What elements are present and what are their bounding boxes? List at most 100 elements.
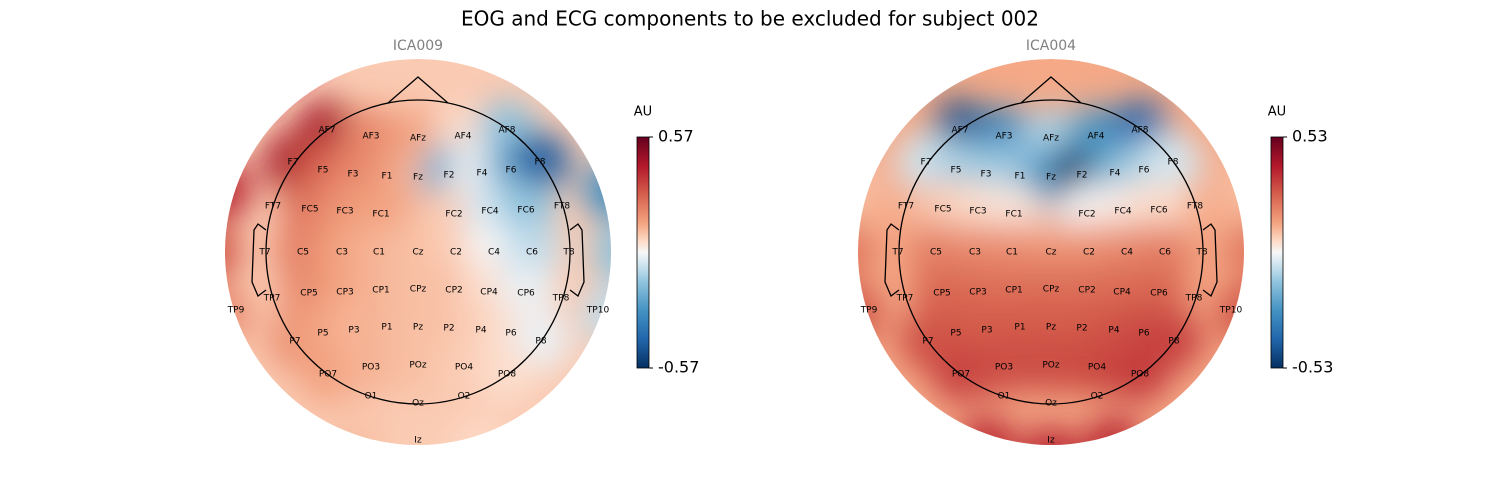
electrode-label: F1 bbox=[1015, 172, 1026, 182]
electrode-label: CP6 bbox=[517, 289, 535, 299]
electrode-label: Pz bbox=[413, 323, 423, 333]
electrode-label: P5 bbox=[317, 329, 328, 339]
electrode-label: C2 bbox=[1083, 248, 1095, 258]
electrode-label: O1 bbox=[998, 392, 1011, 402]
electrode-label: AF4 bbox=[454, 132, 471, 142]
electrode-label: FC4 bbox=[1114, 207, 1131, 217]
electrode-label: FC4 bbox=[481, 207, 498, 217]
electrode-label: O1 bbox=[365, 392, 378, 402]
electrode-label: FC1 bbox=[372, 210, 389, 220]
electrode-label: CP4 bbox=[480, 288, 498, 298]
field-value bbox=[858, 222, 875, 282]
electrode-label: FC5 bbox=[301, 205, 318, 215]
electrode-label: CP3 bbox=[969, 288, 986, 298]
electrode-label: PO3 bbox=[995, 363, 1013, 373]
field-value bbox=[957, 416, 1018, 445]
field-value bbox=[1021, 335, 1081, 395]
electrode-label: F3 bbox=[348, 170, 359, 180]
electrode-label: P7 bbox=[289, 337, 300, 347]
electrode-label: F4 bbox=[1110, 169, 1121, 179]
electrode-label: Oz bbox=[1045, 399, 1057, 409]
electrode-label: FC6 bbox=[1150, 206, 1167, 216]
head-outline bbox=[898, 99, 1204, 405]
field-value bbox=[341, 337, 401, 397]
electrode-label: POz bbox=[409, 361, 427, 371]
electrode-label: FC3 bbox=[969, 207, 986, 217]
electrode-label: CP2 bbox=[445, 286, 462, 296]
electrode-label: CPz bbox=[1043, 285, 1060, 295]
electrode-label: Iz bbox=[1047, 436, 1055, 446]
electrode-label: TP7 bbox=[896, 294, 914, 304]
electrode-label: F5 bbox=[951, 166, 962, 176]
electrode-label: FC2 bbox=[445, 210, 462, 220]
electrode-label: C1 bbox=[373, 248, 385, 258]
electrode-label: FT7 bbox=[265, 202, 281, 212]
right-ear bbox=[1202, 223, 1218, 298]
electrode-label: C6 bbox=[1159, 248, 1171, 258]
electrode-label: TP7 bbox=[263, 294, 281, 304]
head-outline bbox=[265, 99, 571, 405]
electrode-label: CP6 bbox=[1150, 289, 1168, 299]
colorbar-tick-label: 0.57 bbox=[658, 127, 694, 146]
topomap bbox=[775, 59, 1244, 500]
electrode-label: P2 bbox=[1076, 324, 1087, 334]
electrode-label: P8 bbox=[535, 337, 546, 347]
electrode-label: F6 bbox=[506, 166, 517, 176]
electrode-label: T7 bbox=[258, 248, 270, 258]
electrode-label: O2 bbox=[458, 392, 471, 402]
electrode-label: P5 bbox=[950, 329, 961, 339]
electrode-label: PO7 bbox=[952, 370, 970, 380]
electrode-label: PO7 bbox=[319, 370, 337, 380]
electrode-label: AF7 bbox=[951, 126, 968, 136]
colorbar-label: AU bbox=[1268, 105, 1286, 120]
electrode-label: F2 bbox=[444, 171, 455, 181]
field-value bbox=[775, 300, 835, 360]
electrode-label: TP9 bbox=[860, 306, 878, 316]
field-value bbox=[388, 335, 448, 395]
electrode-label: AFz bbox=[410, 134, 426, 144]
electrode-label: FT7 bbox=[898, 202, 914, 212]
electrode-label: AF3 bbox=[995, 132, 1012, 142]
electrode-label: CP5 bbox=[300, 289, 317, 299]
electrode-label: TP10 bbox=[1219, 306, 1243, 316]
electrode-label: TP10 bbox=[586, 306, 610, 316]
field-value bbox=[582, 159, 611, 220]
electrode-label: T8 bbox=[562, 248, 574, 258]
electrode-label: C2 bbox=[450, 248, 462, 258]
electrode-label: F8 bbox=[1168, 158, 1179, 168]
electrode-label: C4 bbox=[488, 248, 500, 258]
electrode-label: FC2 bbox=[1078, 210, 1095, 220]
map-title: ICA004 bbox=[1026, 38, 1076, 54]
field-value bbox=[1021, 476, 1081, 500]
field-value bbox=[1224, 222, 1244, 282]
electrode-label: C3 bbox=[969, 248, 981, 258]
electrode-label: CP4 bbox=[1113, 288, 1131, 298]
field-value bbox=[388, 425, 448, 445]
electrode-label: Oz bbox=[412, 399, 424, 409]
colorbar-tick-label: -0.53 bbox=[1292, 358, 1333, 377]
electrode-label: PO4 bbox=[1088, 363, 1107, 373]
field-value bbox=[858, 159, 886, 220]
electrode-label: F3 bbox=[981, 170, 992, 180]
field-value bbox=[1110, 344, 1170, 404]
electrode-label: FC5 bbox=[934, 205, 951, 215]
electrode-label: P4 bbox=[1108, 326, 1119, 336]
electrode-label: F2 bbox=[1077, 171, 1088, 181]
electrode-label: PO3 bbox=[362, 363, 380, 373]
electrode-label: Cz bbox=[412, 248, 423, 258]
electrode-label: FT8 bbox=[1187, 202, 1204, 212]
electrode-label: C6 bbox=[526, 248, 538, 258]
electrode-label: PO8 bbox=[498, 370, 517, 380]
field-value bbox=[225, 222, 242, 282]
field-value bbox=[324, 416, 385, 445]
field-value bbox=[450, 416, 511, 445]
electrode-label: CPz bbox=[410, 285, 427, 295]
electrode-label: F7 bbox=[288, 158, 299, 168]
electrode-label: PO8 bbox=[1131, 370, 1150, 380]
electrode-label: P4 bbox=[475, 326, 486, 336]
electrode-label: P1 bbox=[381, 323, 392, 333]
electrode-label: CP3 bbox=[336, 288, 353, 298]
electrode-label: AF8 bbox=[1131, 126, 1148, 136]
electrode-label: F5 bbox=[318, 166, 329, 176]
